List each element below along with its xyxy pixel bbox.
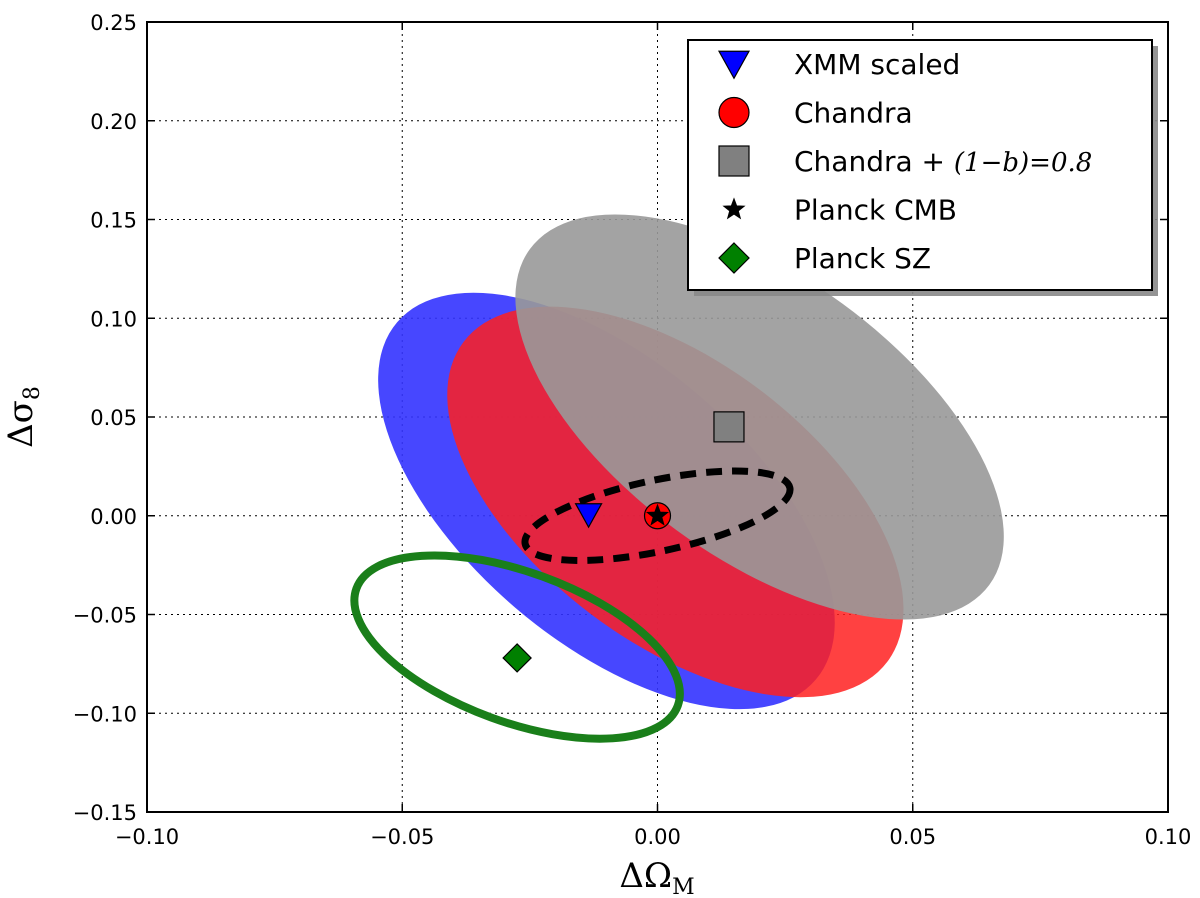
y-tick-label: 0.10 [90, 307, 137, 331]
legend-marker-chandra-1-b-0-8 [718, 145, 750, 177]
legend-marker-xmm-scaled [717, 50, 751, 80]
legend-label-planck-sz: Planck SZ [794, 242, 931, 275]
contour-planck-cmb-contour [521, 467, 794, 564]
legend-label-chandra: Chandra [794, 97, 913, 130]
x-tick-label: 0.05 [889, 825, 936, 849]
contour-planck-sz-contour [350, 551, 684, 743]
marker-planck-cmb [645, 503, 670, 526]
legend-box [687, 39, 1153, 291]
x-tick-label: 0.10 [1145, 825, 1192, 849]
legend: XMM scaled Chandra Chandra + (1−b)=0.8 Plan… [687, 39, 1158, 296]
y-tick-label: 0.20 [90, 110, 137, 134]
x-tick-label: −0.10 [115, 825, 179, 849]
y-tick-label: −0.10 [73, 702, 137, 726]
marker-xmm-scaled [574, 503, 603, 529]
y-tick-label: 0.15 [90, 209, 137, 233]
legend-marker-planck-cmb [722, 197, 746, 220]
y-tick-label: −0.05 [73, 604, 137, 628]
legend-label-chandra-1-b-0-8: Chandra + (1−b)=0.8 [794, 145, 1092, 178]
y-tick-label: 0.05 [90, 406, 137, 430]
y-tick-label: 0.00 [90, 505, 137, 529]
x-tick-label: 0.00 [634, 825, 681, 849]
data-markers [502, 411, 745, 673]
legend-marker-planck-sz [718, 242, 750, 274]
legend-label-xmm-scaled: XMM scaled [794, 48, 960, 81]
x-tick-label: −0.05 [370, 825, 434, 849]
legend-label-planck-cmb: Planck CMB [794, 194, 957, 227]
y-axis-label: Δσ8 [1, 386, 45, 448]
y-tick-label: −0.15 [73, 801, 137, 825]
marker-chandra-1-b-0-8 [713, 411, 745, 443]
contour-chandra-1-b-0-8-contour [515, 214, 1004, 620]
axis-ticks: −0.10 −0.05 0.00 0.05 0.10−0.15−0.10−0.050.0… [73, 11, 1192, 849]
contour-regions [350, 214, 1004, 743]
marker-planck-sz [502, 643, 532, 673]
legend-marker-chandra [718, 96, 750, 129]
y-tick-label: 0.25 [90, 11, 137, 35]
x-axis-label: ΔΩM [619, 856, 694, 898]
